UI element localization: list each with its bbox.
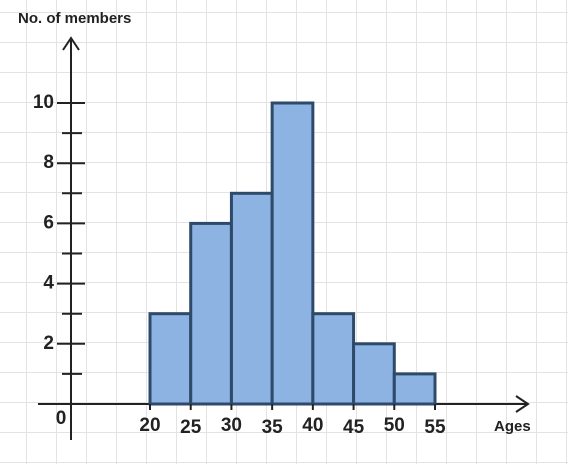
- x-tick-label: 40: [302, 415, 323, 436]
- bar: [189, 221, 233, 406]
- bar: [270, 101, 315, 406]
- y-tick-label: 10: [33, 92, 54, 113]
- y-tick-label: 8: [43, 152, 54, 173]
- x-tick-label: 20: [139, 415, 160, 436]
- origin-label: 0: [56, 408, 67, 429]
- x-axis-label: Ages: [494, 418, 531, 435]
- y-axis-label: No. of members: [18, 10, 131, 27]
- y-arrow: [62, 36, 80, 51]
- bar: [148, 312, 193, 406]
- y-tick-label: 4: [43, 273, 54, 294]
- x-tick-label: 45: [343, 417, 365, 438]
- x-tick-label: 25: [180, 417, 202, 438]
- y-tick-label: 2: [43, 333, 54, 354]
- x-arrow: [515, 395, 530, 413]
- bar: [311, 312, 356, 406]
- bar: [229, 191, 274, 406]
- x-tick-label: 50: [384, 415, 405, 436]
- x-tick-label: 55: [424, 417, 446, 438]
- x-tick-label: 35: [262, 417, 284, 438]
- bar: [392, 372, 437, 406]
- x-tick-label: 30: [221, 415, 242, 436]
- bar: [352, 342, 396, 406]
- y-tick-label: 6: [43, 212, 54, 233]
